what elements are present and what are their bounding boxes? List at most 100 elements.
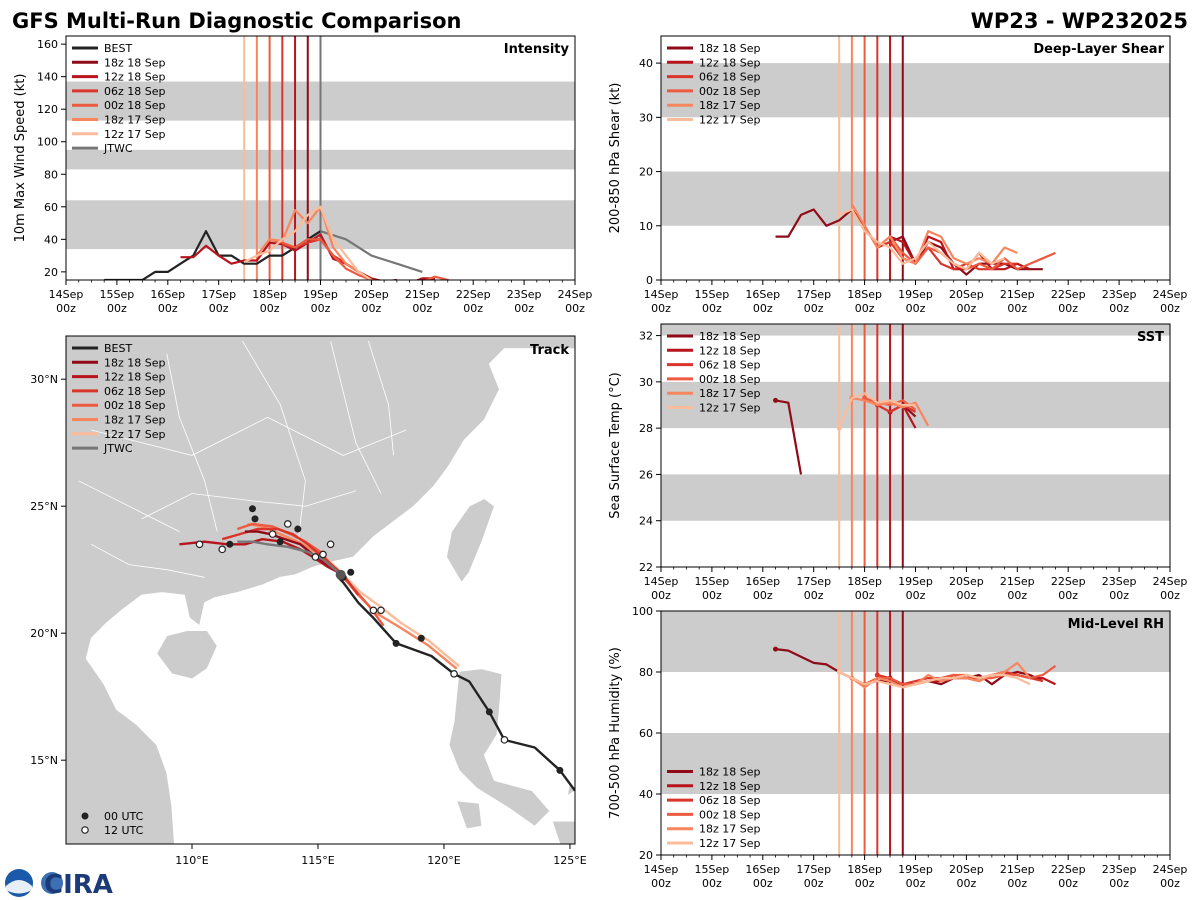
shear-x-tick-date: 22Sep [1051, 288, 1086, 301]
shear-x-tick-hour: 00z [957, 302, 977, 315]
track-x-tick-label: 115°E [301, 854, 334, 867]
taiwan-island [446, 498, 495, 584]
sst-x-tick-date: 23Sep [1102, 575, 1137, 588]
intensity-y-tick-label: 140 [37, 71, 58, 84]
shear-y-tick-label: 40 [639, 57, 653, 70]
luzon-island [448, 668, 551, 827]
shear-x-tick-hour: 00z [906, 302, 926, 315]
sst-x-tick-hour: 00z [957, 589, 977, 602]
hainan-island [156, 630, 218, 680]
shear-y-tick-label: 20 [639, 166, 653, 179]
shear-x-tick-date: 23Sep [1102, 288, 1137, 301]
intensity-x-tick-date: 20Sep [354, 288, 389, 301]
legend-00utc-marker [81, 812, 89, 820]
track-legend-label: BEST [104, 342, 132, 355]
intensity-x-tick-date: 15Sep [100, 288, 135, 301]
intensity-x-tick-hour: 00z [311, 302, 331, 315]
track-point-00utc [226, 540, 234, 548]
sst-x-tick-date: 16Sep [745, 575, 780, 588]
track-point-12utc [283, 520, 292, 528]
rh-x-tick-date: 17Sep [796, 863, 831, 876]
sst-legend-label: 12z 18 Sep [699, 344, 761, 357]
sst-band [661, 474, 1170, 521]
intensity-x-tick-hour: 00z [56, 302, 76, 315]
rh-panel: 14Sep00z15Sep00z16Sep00z17Sep00z18Sep00z… [608, 605, 1187, 890]
shear-title: Deep-Layer Shear [1033, 42, 1164, 57]
rh-plot-area [661, 611, 1170, 855]
sst-y-tick-label: 24 [639, 515, 653, 528]
province-border [141, 490, 356, 520]
legend-12utc-label: 12 UTC [104, 824, 144, 837]
sst-y-tick-label: 28 [639, 422, 653, 435]
sst-legend-label: 18z 18 Sep [699, 330, 761, 343]
rh-legend-label: 18z 17 Sep [699, 823, 761, 836]
mindoro-island [456, 800, 483, 830]
intensity-x-tick-date: 23Sep [507, 288, 542, 301]
track-line [236, 522, 385, 627]
rh-legend-label: 18z 18 Sep [699, 766, 761, 779]
shear-legend-label: 18z 18 Sep [699, 42, 761, 55]
track-y-tick-label: 20°N [30, 627, 58, 640]
intensity-x-tick-hour: 00z [565, 302, 585, 315]
noaa-wave-icon [6, 880, 32, 894]
sst-series-line [851, 397, 930, 427]
rh-x-tick-date: 18Sep [847, 863, 882, 876]
track-point-12utc [377, 606, 385, 615]
shear-x-tick-hour: 00z [1160, 302, 1180, 315]
sst-series-line [838, 392, 916, 429]
track-legend-label: 18z 17 Sep [104, 414, 166, 427]
sst-y-tick-label: 22 [639, 561, 653, 574]
intensity-legend-label: 18z 17 Sep [104, 114, 166, 127]
shear-x-tick-hour: 00z [804, 302, 824, 315]
sst-panel: 14Sep00z15Sep00z16Sep00z17Sep00z18Sep00z… [608, 323, 1188, 602]
sst-x-tick-hour: 00z [804, 589, 824, 602]
intensity-legend-label: JTWC [103, 142, 133, 155]
sst-x-tick-date: 15Sep [695, 575, 730, 588]
shear-x-tick-hour: 00z [702, 302, 722, 315]
province-border [330, 341, 382, 494]
rh-band [661, 733, 1170, 794]
rh-legend-label: 06z 18 Sep [699, 794, 761, 807]
shear-x-tick-date: 16Sep [745, 288, 780, 301]
sst-legend-label: 00z 18 Sep [699, 373, 761, 386]
shear-legend-label: 12z 18 Sep [699, 56, 761, 69]
intensity-x-tick-date: 21Sep [405, 288, 440, 301]
shear-x-tick-date: 19Sep [898, 288, 933, 301]
intensity-x-tick-hour: 00z [412, 302, 432, 315]
shear-x-tick-date: 14Sep [644, 288, 679, 301]
sst-x-tick-hour: 00z [1160, 589, 1180, 602]
sst-x-tick-hour: 00z [906, 589, 926, 602]
intensity-series-line [282, 238, 381, 280]
shear-x-tick-date: 20Sep [949, 288, 984, 301]
track-x-tick-label: 125°E [553, 854, 586, 867]
current-position-marker [335, 569, 346, 580]
shear-x-tick-date: 21Sep [1000, 288, 1035, 301]
sst-x-tick-date: 24Sep [1153, 575, 1188, 588]
shear-x-tick-date: 15Sep [695, 288, 730, 301]
rh-legend-label: 12z 18 Sep [699, 780, 761, 793]
track-legend-label: 12z 18 Sep [104, 371, 166, 384]
intensity-y-tick-label: 20 [44, 266, 58, 279]
intensity-x-tick-date: 18Sep [252, 288, 287, 301]
sst-x-tick-date: 20Sep [949, 575, 984, 588]
rh-x-tick-hour: 00z [855, 877, 875, 890]
intensity-x-tick-hour: 00z [463, 302, 483, 315]
intensity-legend-label: 06z 18 Sep [104, 85, 166, 98]
sst-y-tick-label: 30 [639, 376, 653, 389]
rh-title: Mid-Level RH [1068, 617, 1164, 632]
track-point-00utc [392, 639, 400, 647]
intensity-x-tick-date: 14Sep [49, 288, 84, 301]
intensity-y-tick-label: 120 [37, 103, 58, 116]
sst-y-axis-label: Sea Surface Temp (°C) [608, 372, 623, 519]
shear-y-tick-label: 30 [639, 111, 653, 124]
intensity-x-tick-hour: 00z [107, 302, 127, 315]
rh-y-tick-label: 20 [639, 849, 653, 862]
sst-x-tick-hour: 00z [1058, 589, 1078, 602]
sst-legend-label: 18z 17 Sep [699, 387, 761, 400]
track-legend-label: JTWC [103, 442, 133, 455]
track-title: Track [530, 343, 569, 358]
intensity-y-axis-label: 10m Max Wind Speed (kt) [13, 74, 28, 243]
track-point-12utc [195, 540, 204, 549]
track-legend-label: 12z 17 Sep [104, 428, 166, 441]
rh-y-tick-label: 80 [639, 666, 653, 679]
